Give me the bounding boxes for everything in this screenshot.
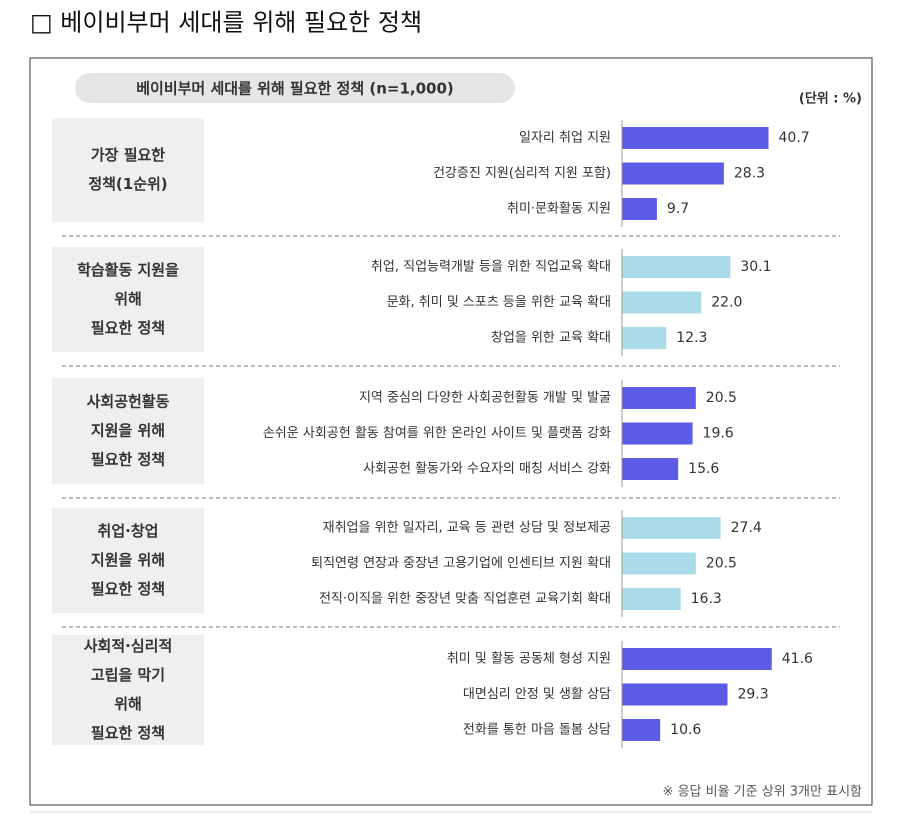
- category-label: 사회공헌 활동가와 수요자의 매칭 서비스 강화: [363, 462, 611, 477]
- heading: □ 베이비부머 세대를 위해 필요한 정책: [30, 9, 422, 37]
- bar: [622, 162, 724, 185]
- group-box: [52, 247, 204, 352]
- category-label: 취미 및 활동 공동체 형성 지원: [447, 652, 611, 667]
- group-label: 취업·창업: [98, 522, 159, 540]
- group-label: 지원을 위해: [91, 422, 165, 440]
- group-box: [52, 508, 204, 613]
- category-label: 지역 중심의 다양한 사회공헌활동 개발 및 발굴: [359, 391, 611, 406]
- footnote: ※ 응답 비율 기준 상위 3개만 표시함: [663, 785, 862, 800]
- bar: [622, 683, 728, 706]
- value-label: 20.5: [706, 556, 737, 572]
- value-label: 10.6: [670, 722, 701, 738]
- group-label: 사회공헌활동: [87, 393, 170, 411]
- value-label: 15.6: [688, 461, 719, 477]
- bar: [622, 327, 667, 349]
- group-label: 위해: [114, 290, 142, 308]
- group-label: 정책(1순위): [88, 175, 167, 193]
- value-label: 41.6: [782, 651, 813, 667]
- chart-title: 베이비부머 세대를 위해 필요한 정책 (n=1,000): [136, 80, 454, 98]
- group-label: 학습활동 지원을: [77, 261, 179, 279]
- value-label: 12.3: [676, 330, 707, 346]
- category-label: 문화, 취미 및 스포츠 등을 위한 교육 확대: [387, 295, 611, 310]
- group-label: 필요한 정책: [91, 319, 165, 337]
- bar: [622, 291, 702, 314]
- bar: [622, 256, 731, 278]
- group-label: 필요한 정책: [91, 580, 165, 598]
- value-label: 40.7: [779, 130, 810, 146]
- value-label: 29.3: [737, 687, 768, 703]
- bar: [622, 517, 721, 539]
- group-label: 필요한 정책: [91, 724, 165, 742]
- category-label: 퇴직연령 연장과 중장년 고용기업에 인센티브 지원 확대: [311, 556, 611, 571]
- value-label: 16.3: [691, 591, 722, 607]
- value-label: 9.7: [667, 201, 689, 217]
- category-label: 손쉬운 사회공헌 활동 참여를 위한 온라인 사이트 및 플랫폼 강화: [263, 426, 611, 441]
- bar: [622, 198, 657, 220]
- group-label: 사회적·심리적: [84, 637, 173, 655]
- group-box: [52, 118, 204, 222]
- group-box: [52, 378, 204, 484]
- category-label: 취미·문화활동 지원: [507, 202, 611, 217]
- category-label: 대면심리 안정 및 생활 상담: [463, 687, 611, 702]
- category-label: 창업을 위한 교육 확대: [491, 331, 611, 346]
- value-label: 20.5: [706, 390, 737, 406]
- category-label: 전직·이직을 위한 중장년 맞춤 직업훈련 교육기회 확대: [319, 592, 611, 607]
- frame: [29, 57, 873, 806]
- unit: (단위 : %): [799, 91, 862, 107]
- value-label: 28.3: [734, 166, 765, 182]
- title-pill: [75, 73, 515, 103]
- bar: [622, 719, 661, 741]
- bar: [622, 552, 696, 575]
- bar: [622, 648, 772, 670]
- category-label: 건강증진 지원(심리적 지원 포함): [433, 166, 611, 181]
- category-label: 일자리 취업 지원: [519, 131, 611, 146]
- group-label: 필요한 정책: [91, 451, 165, 469]
- group-box: [52, 635, 204, 745]
- category-label: 재취업을 위한 일자리, 교육 등 관련 상담 및 정보제공: [323, 521, 611, 536]
- bar: [622, 458, 679, 480]
- category-label: 전화를 통한 마음 돌봄 상담: [463, 723, 611, 738]
- bar: [622, 387, 696, 409]
- category-label: 취업, 직업능력개발 등을 위한 직업교육 확대: [371, 260, 611, 275]
- bar: [622, 422, 693, 445]
- group-label: 위해: [114, 695, 142, 713]
- group-label: 가장 필요한: [91, 146, 165, 164]
- value-label: 27.4: [731, 520, 762, 536]
- value-label: 22.0: [711, 295, 742, 311]
- value-label: 30.1: [740, 259, 771, 275]
- bar: [622, 127, 769, 149]
- group-label: 지원을 위해: [91, 551, 165, 569]
- value-label: 19.6: [703, 426, 734, 442]
- bar: [622, 588, 681, 610]
- group-label: 고립을 막기: [91, 666, 165, 684]
